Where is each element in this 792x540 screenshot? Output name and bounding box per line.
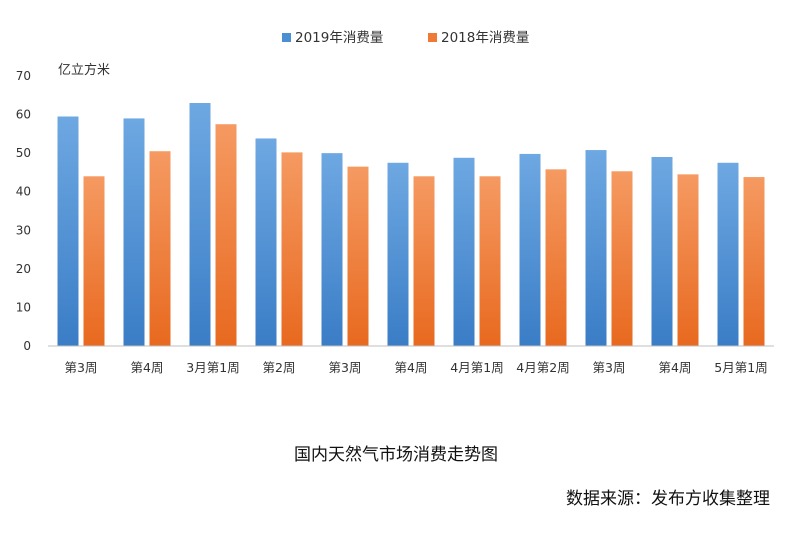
bar-2019 [387, 162, 409, 346]
legend: 2019年消费量 2018年消费量 [282, 30, 529, 46]
x-tick-label: 4月第2周 [516, 360, 569, 375]
bar-2018 [215, 124, 237, 346]
x-axis-ticks: 第3周 第4周 3月第1周 第2周 第3周 第4周 4月第1周 4月第2周 第3周 第4周 5月第1… [65, 360, 768, 375]
x-tick-label: 第3周 [329, 360, 362, 375]
x-tick-label: 5月第1周 [714, 360, 767, 375]
bar-2019 [189, 103, 211, 346]
y-tick-label: 70 [16, 69, 31, 83]
bar-2019 [255, 138, 277, 346]
legend-swatch [428, 33, 437, 42]
bar-2019 [519, 153, 541, 346]
y-axis-label: 亿立方米 [58, 62, 110, 78]
bar-2018 [149, 151, 171, 346]
x-tick-label: 第3周 [593, 360, 626, 375]
legend-label: 2019年消费量 [295, 30, 383, 46]
y-tick-label: 30 [16, 223, 31, 237]
bars [57, 103, 765, 346]
bar-2018 [281, 152, 303, 346]
bar-2019 [651, 157, 673, 346]
bar-2019 [321, 153, 343, 346]
y-axis-ticks: 0 10 20 30 40 50 60 70 [16, 69, 31, 353]
y-tick-label: 20 [16, 262, 31, 276]
bar-2018 [83, 176, 105, 346]
bar-2019 [453, 157, 475, 346]
bar-2018 [545, 169, 567, 346]
x-tick-label: 第4周 [659, 360, 692, 375]
x-tick-label: 4月第1周 [450, 360, 503, 375]
y-tick-label: 0 [23, 339, 31, 353]
y-tick-label: 10 [16, 300, 31, 314]
y-tick-label: 50 [16, 146, 31, 160]
x-tick-label: 第2周 [263, 360, 296, 375]
legend-swatch [282, 33, 291, 42]
bar-2019 [57, 116, 79, 346]
bar-2018 [677, 174, 699, 346]
x-tick-label: 3月第1周 [186, 360, 239, 375]
legend-label: 2018年消费量 [441, 30, 529, 46]
y-tick-label: 60 [16, 108, 31, 122]
bar-2018 [611, 171, 633, 346]
y-tick-label: 40 [16, 185, 31, 199]
data-source: 数据来源：发布方收集整理 [566, 489, 770, 509]
bar-2019 [717, 162, 739, 346]
x-tick-label: 第4周 [395, 360, 428, 375]
chart: 2019年消费量 2018年消费量 亿立方米 0 10 20 30 40 50 60 70 第3… [16, 30, 774, 375]
bar-2018 [413, 176, 435, 346]
bar-2019 [585, 150, 607, 346]
bar-2018 [743, 177, 765, 346]
bar-2018 [347, 166, 369, 346]
bar-2018 [479, 176, 501, 346]
x-tick-label: 第3周 [65, 360, 98, 375]
x-tick-label: 第4周 [131, 360, 164, 375]
chart-title: 国内天然气市场消费走势图 [294, 445, 498, 465]
bar-2019 [123, 118, 145, 346]
